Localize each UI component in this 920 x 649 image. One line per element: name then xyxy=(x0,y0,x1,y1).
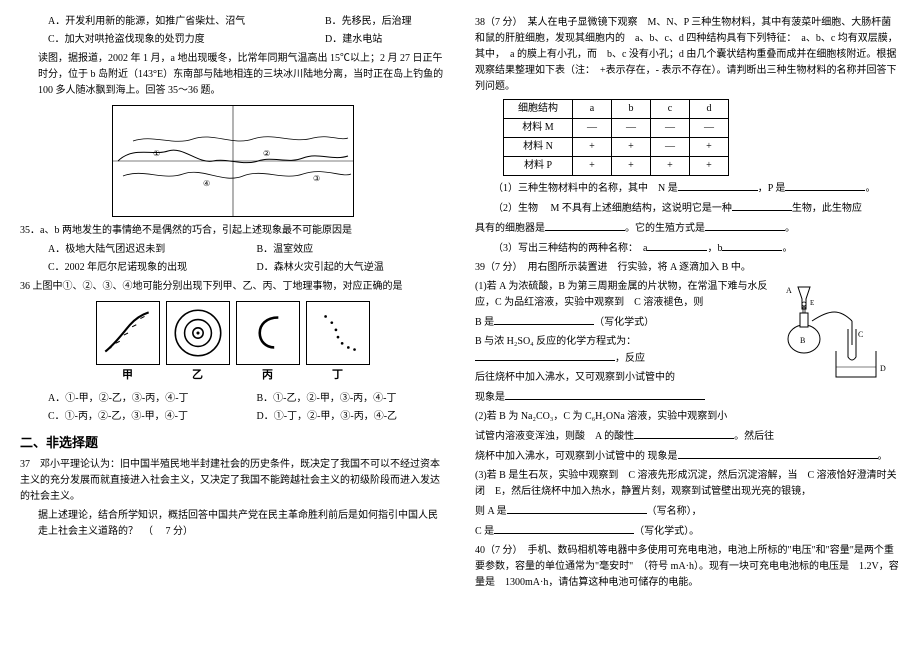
q39-2d: 烧杯中加入沸水，可观察到小试管中的 现象是。 xyxy=(475,448,900,465)
svg-text:①: ① xyxy=(153,149,160,158)
left-column: A．开发利用新的能源，如推广省柴灶、沼气 B．先移民，后治理 C．加大对哄抢盗伐… xyxy=(20,12,445,594)
svg-text:③: ③ xyxy=(313,174,320,183)
right-column: 38（7 分） 某人在电子显微镜下观察 M、N、P 三种生物材料，其中有菠菜叶细… xyxy=(475,12,900,594)
svg-text:A: A xyxy=(786,286,792,295)
q34-options-row1: A．开发利用新的能源，如推广省柴灶、沼气 B．先移民，后治理 xyxy=(20,14,445,30)
opt-36c: C．①-丙，②-乙，③-甲，④-丁 xyxy=(48,409,237,425)
opt-36d: D．①-丁，②-甲，③-丙，④-乙 xyxy=(257,409,446,425)
svg-text:④: ④ xyxy=(203,179,210,188)
q37-para2: 据上述理论，结合所学知识，概括回答中国共产党在民主革命胜利前后是如何指引中国人民… xyxy=(20,508,445,540)
svg-text:B: B xyxy=(800,336,805,345)
q38-2b: 具有的细胞器是。它的生殖方式是。 xyxy=(475,220,900,237)
opt-35a: A．极地大陆气团迟迟未到 xyxy=(48,242,237,258)
q35-stem: 35．a、b 两地发生的事情绝不是偶然的巧合，引起上述现象最不可能原因是 xyxy=(20,223,445,239)
opt-36a: A．①-甲，②-乙，③-丙，④-丁 xyxy=(48,391,237,407)
material-table: 细胞结构 a b c d 材料 M — — — — 材料 N + + — + xyxy=(503,99,729,176)
q36-row1: A．①-甲，②-乙，③-丙，④-丁 B．①-乙，②-甲，③-丙，④-丁 xyxy=(20,391,445,407)
q35-row2: C．2002 年厄尔尼诺现象的出现 D．森林火灾引起的大气逆温 xyxy=(20,260,445,276)
th-3: c xyxy=(651,100,690,119)
th-2: b xyxy=(612,100,651,119)
q39-3b: 则 A 是（写名称）， xyxy=(475,503,900,520)
svg-text:②: ② xyxy=(263,149,270,158)
label-bing: 丙 xyxy=(236,367,300,385)
opt-34c: C．加大对哄抢盗伐现象的处罚力度 xyxy=(48,32,305,48)
svg-text:E: E xyxy=(810,299,814,307)
q38-1: （1）三种生物材料中的名称，其中 N 是，P 是。 xyxy=(475,180,900,197)
opt-35d: D．森林火灾引起的大气逆温 xyxy=(257,260,446,276)
label-jia: 甲 xyxy=(96,367,160,385)
intro-35-36: 读图，据报道，2002 年 1 月，a 地出现暖冬，比常年同期气温高出 15℃以… xyxy=(20,51,445,99)
section-2-title: 二、非选择题 xyxy=(20,433,445,454)
map-figure: ① ② ③ ④ xyxy=(112,105,354,217)
shape-yi xyxy=(166,301,230,365)
q38-3: （3）写出三种结构的两种名称： a，b。 xyxy=(475,240,900,257)
q39-2a: (2)若 B 为 Na₂CO₃，C 为 C₆H₅ONa 溶液，实验中观察到小 xyxy=(475,409,900,425)
q39-1g: 现象是 xyxy=(475,389,900,406)
q36-stem: 36 上图中①、②、③、④地可能分别出现下列甲、乙、丙、丁地理事物，对应正确的是 xyxy=(20,279,445,295)
label-yi: 乙 xyxy=(166,367,230,385)
label-ding: 丁 xyxy=(306,367,370,385)
opt-34d: D．建水电站 xyxy=(325,32,445,48)
q34-options-row2: C．加大对哄抢盗伐现象的处罚力度 D．建水电站 xyxy=(20,32,445,48)
shape-ding xyxy=(306,301,370,365)
shape-row xyxy=(20,301,445,365)
opt-35c: C．2002 年厄尔尼诺现象的出现 xyxy=(48,260,237,276)
apparatus-figure: A E B C D xyxy=(780,279,900,389)
q35-row1: A．极地大陆气团迟迟未到 B．温室效应 xyxy=(20,242,445,258)
th-0: 细胞结构 xyxy=(504,100,573,119)
q38-2: （2）生物 M 不具有上述细胞结构，这说明它是一种生物，此生物应 xyxy=(475,200,900,217)
q39-2b: 试管内溶液变浑浊，则酸 A 的酸性。然后往 xyxy=(475,428,900,445)
svg-text:D: D xyxy=(880,364,886,373)
q39-3a: (3)若 B 是生石灰，实验中观察到 C 溶液先形成沉淀，然后沉淀溶解，当 C … xyxy=(475,468,900,500)
shape-bing xyxy=(236,301,300,365)
opt-34a: A．开发利用新的能源，如推广省柴灶、沼气 xyxy=(48,14,305,30)
shape-jia xyxy=(96,301,160,365)
opt-36b: B．①-乙，②-甲，③-丙，④-丁 xyxy=(257,391,446,407)
q40: 40（7 分） 手机、数码相机等电器中多使用可充电电池，电池上所标的"电压"和"… xyxy=(475,543,900,591)
q37-para1: 37 邓小平理论认为：旧中国半殖民地半封建社会的历史条件，既决定了我国不可以不经… xyxy=(20,457,445,505)
svg-text:C: C xyxy=(858,330,863,339)
shape-labels: 甲 乙 丙 丁 xyxy=(20,367,445,385)
opt-34b: B．先移民，后治理 xyxy=(325,14,445,30)
opt-35b: B．温室效应 xyxy=(257,242,446,258)
q39-stem: 39（7 分） 用右图所示装置进 行实验，将 A 逐滴加入 B 中。 xyxy=(475,260,900,276)
q36-row2: C．①-丙，②-乙，③-甲，④-丁 D．①-丁，②-甲，③-丙，④-乙 xyxy=(20,409,445,425)
th-1: a xyxy=(573,100,612,119)
q38-stem: 38（7 分） 某人在电子显微镜下观察 M、N、P 三种生物材料，其中有菠菜叶细… xyxy=(475,15,900,95)
th-4: d xyxy=(690,100,729,119)
q39-3d: C 是（写化学式）。 xyxy=(475,523,900,540)
